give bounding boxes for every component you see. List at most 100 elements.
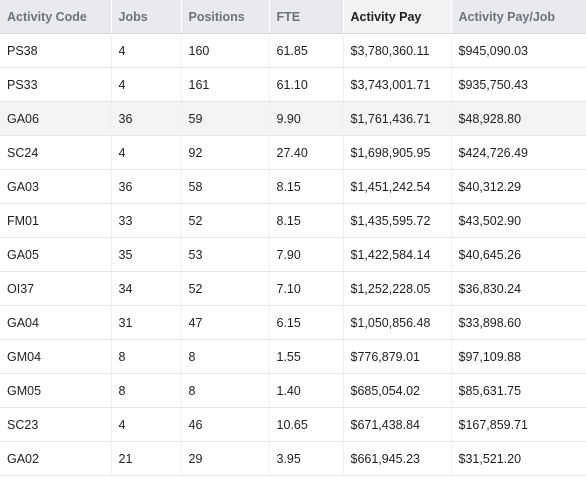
table-row[interactable]: GM05 8 8 1.40 $685,054.02 $85,631.75 bbox=[0, 373, 586, 408]
cell-activity-code: PS33 bbox=[0, 67, 112, 102]
cell-fte: 8.15 bbox=[269, 203, 344, 238]
cell-fte: 9.90 bbox=[269, 101, 344, 136]
cell-activity-code: GA06 bbox=[0, 101, 112, 136]
cell-activity-pay: $3,780,360.11 bbox=[343, 33, 452, 68]
table-row[interactable]: GA02 21 29 3.95 $661,945.23 $31,521.20 bbox=[0, 441, 586, 476]
table-row[interactable]: SC23 4 46 10.65 $671,438.84 $167,859.71 bbox=[0, 407, 586, 442]
cell-activity-pay: $1,698,905.95 bbox=[343, 135, 452, 170]
cell-activity-code: FM01 bbox=[0, 203, 112, 238]
cell-fte: 10.65 bbox=[269, 407, 344, 442]
cell-activity-pay-per-job: $43,502.90 bbox=[451, 203, 586, 238]
cell-activity-pay: $671,438.84 bbox=[343, 407, 452, 442]
cell-positions: 52 bbox=[181, 203, 270, 238]
cell-activity-pay-per-job: $31,521.20 bbox=[451, 441, 586, 476]
cell-positions: 29 bbox=[181, 441, 270, 476]
cell-activity-pay: $1,252,228.05 bbox=[343, 271, 452, 306]
cell-positions: 160 bbox=[181, 33, 270, 68]
cell-activity-pay: $3,743,001.71 bbox=[343, 67, 452, 102]
cell-activity-pay: $1,435,595.72 bbox=[343, 203, 452, 238]
cell-jobs: 36 bbox=[111, 101, 182, 136]
table-row[interactable]: GM04 8 8 1.55 $776,879.01 $97,109.88 bbox=[0, 339, 586, 374]
cell-activity-pay-per-job: $33,898.60 bbox=[451, 305, 586, 340]
cell-activity-code: GA03 bbox=[0, 169, 112, 204]
cell-activity-pay-per-job: $945,090.03 bbox=[451, 33, 586, 68]
header-fte[interactable]: FTE bbox=[269, 0, 344, 34]
cell-fte: 3.95 bbox=[269, 441, 344, 476]
cell-activity-pay-per-job: $424,726.49 bbox=[451, 135, 586, 170]
cell-activity-pay: $1,422,584.14 bbox=[343, 237, 452, 272]
cell-activity-code: GM05 bbox=[0, 373, 112, 408]
cell-activity-pay-per-job: $935,750.43 bbox=[451, 67, 586, 102]
cell-activity-pay-per-job: $97,109.88 bbox=[451, 339, 586, 374]
table-row[interactable]: OI37 34 52 7.10 $1,252,228.05 $36,830.24 bbox=[0, 271, 586, 306]
cell-jobs: 31 bbox=[111, 305, 182, 340]
cell-positions: 8 bbox=[181, 373, 270, 408]
cell-activity-pay: $685,054.02 bbox=[343, 373, 452, 408]
cell-jobs: 4 bbox=[111, 67, 182, 102]
cell-jobs: 8 bbox=[111, 339, 182, 374]
cell-activity-code: GM04 bbox=[0, 339, 112, 374]
cell-activity-pay: $776,879.01 bbox=[343, 339, 452, 374]
cell-positions: 46 bbox=[181, 407, 270, 442]
cell-activity-code: GA05 bbox=[0, 237, 112, 272]
cell-activity-pay: $1,451,242.54 bbox=[343, 169, 452, 204]
cell-activity-pay-per-job: $40,645.26 bbox=[451, 237, 586, 272]
table-row[interactable]: PS33 4 161 61.10 $3,743,001.71 $935,750.43 bbox=[0, 67, 586, 102]
cell-positions: 52 bbox=[181, 271, 270, 306]
cell-fte: 1.55 bbox=[269, 339, 344, 374]
table-row[interactable]: GA06 36 59 9.90 $1,761,436.71 $48,928.80 bbox=[0, 101, 586, 136]
cell-jobs: 34 bbox=[111, 271, 182, 306]
cell-activity-code: SC23 bbox=[0, 407, 112, 442]
cell-jobs: 4 bbox=[111, 135, 182, 170]
cell-jobs: 8 bbox=[111, 373, 182, 408]
header-activity-pay[interactable]: Activity Pay bbox=[343, 0, 452, 34]
header-activity-pay-per-job[interactable]: Activity Pay/Job bbox=[451, 0, 586, 34]
cell-jobs: 35 bbox=[111, 237, 182, 272]
table-body: PS38 4 160 61.85 $3,780,360.11 $945,090.03 PS3… bbox=[0, 33, 586, 476]
cell-fte: 61.85 bbox=[269, 33, 344, 68]
header-activity-code[interactable]: Activity Code bbox=[0, 0, 112, 34]
cell-activity-pay-per-job: $40,312.29 bbox=[451, 169, 586, 204]
cell-jobs: 21 bbox=[111, 441, 182, 476]
cell-positions: 53 bbox=[181, 237, 270, 272]
cell-fte: 7.10 bbox=[269, 271, 344, 306]
header-row: Activity Code Jobs Positions FTE Activit… bbox=[0, 0, 586, 34]
table-row[interactable]: SC24 4 92 27.40 $1,698,905.95 $424,726.49 bbox=[0, 135, 586, 170]
cell-jobs: 4 bbox=[111, 33, 182, 68]
cell-activity-code: GA04 bbox=[0, 305, 112, 340]
cell-activity-pay-per-job: $167,859.71 bbox=[451, 407, 586, 442]
cell-activity-pay-per-job: $85,631.75 bbox=[451, 373, 586, 408]
cell-positions: 8 bbox=[181, 339, 270, 374]
table-header: Activity Code Jobs Positions FTE Activit… bbox=[0, 0, 586, 34]
cell-activity-pay-per-job: $36,830.24 bbox=[451, 271, 586, 306]
table-row[interactable]: GA03 36 58 8.15 $1,451,242.54 $40,312.29 bbox=[0, 169, 586, 204]
cell-jobs: 36 bbox=[111, 169, 182, 204]
cell-fte: 27.40 bbox=[269, 135, 344, 170]
table-row[interactable]: PS38 4 160 61.85 $3,780,360.11 $945,090.03 bbox=[0, 33, 586, 68]
header-jobs[interactable]: Jobs bbox=[111, 0, 182, 34]
cell-activity-pay: $1,050,856.48 bbox=[343, 305, 452, 340]
cell-activity-code: PS38 bbox=[0, 33, 112, 68]
cell-jobs: 4 bbox=[111, 407, 182, 442]
table-row[interactable]: GA04 31 47 6.15 $1,050,856.48 $33,898.60 bbox=[0, 305, 586, 340]
cell-fte: 7.90 bbox=[269, 237, 344, 272]
cell-fte: 1.40 bbox=[269, 373, 344, 408]
cell-activity-code: OI37 bbox=[0, 271, 112, 306]
cell-fte: 6.15 bbox=[269, 305, 344, 340]
cell-positions: 59 bbox=[181, 101, 270, 136]
table-row[interactable]: GA05 35 53 7.90 $1,422,584.14 $40,645.26 bbox=[0, 237, 586, 272]
cell-activity-code: SC24 bbox=[0, 135, 112, 170]
cell-positions: 92 bbox=[181, 135, 270, 170]
table-row[interactable]: FM01 33 52 8.15 $1,435,595.72 $43,502.90 bbox=[0, 203, 586, 238]
cell-positions: 161 bbox=[181, 67, 270, 102]
cell-jobs: 33 bbox=[111, 203, 182, 238]
cell-fte: 8.15 bbox=[269, 169, 344, 204]
header-positions[interactable]: Positions bbox=[181, 0, 270, 34]
cell-fte: 61.10 bbox=[269, 67, 344, 102]
cell-activity-code: GA02 bbox=[0, 441, 112, 476]
cell-activity-pay: $1,761,436.71 bbox=[343, 101, 452, 136]
cell-activity-pay: $661,945.23 bbox=[343, 441, 452, 476]
cell-activity-pay-per-job: $48,928.80 bbox=[451, 101, 586, 136]
cell-positions: 47 bbox=[181, 305, 270, 340]
